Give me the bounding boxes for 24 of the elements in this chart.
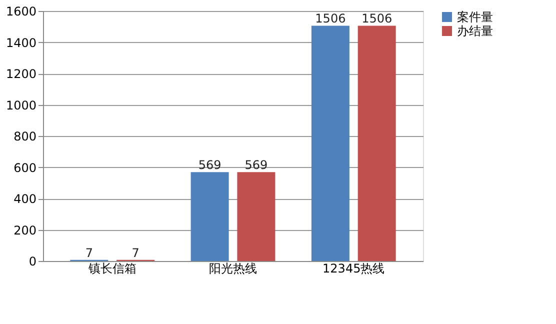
legend-label: 办结量: [457, 24, 493, 38]
y-tick-label: 1400: [6, 36, 36, 50]
data-label: 7: [85, 246, 93, 260]
data-label: 1506: [362, 12, 392, 26]
x-tick-label: 镇长信箱: [87, 262, 136, 276]
y-tick-label: 1000: [6, 98, 36, 112]
data-label: 569: [198, 158, 222, 172]
x-tick-label: 12345热线: [322, 262, 385, 276]
y-tick-label: 200: [14, 223, 36, 238]
legend-label: 案件量: [457, 10, 493, 24]
y-tick-label: 800: [14, 130, 36, 144]
x-tick-label: 阳光热线: [209, 262, 257, 276]
data-label: 7: [132, 246, 140, 260]
y-tick-label: 0: [28, 254, 36, 268]
bar: [311, 26, 350, 261]
data-label: 569: [244, 158, 268, 172]
bar: [190, 172, 229, 261]
y-tick-label: 400: [14, 192, 36, 206]
y-tick-label: 1600: [6, 4, 36, 18]
data-label: 1506: [315, 12, 346, 26]
y-tick-label: 600: [14, 160, 36, 175]
bar: [358, 26, 396, 261]
bar: [237, 172, 276, 261]
y-tick-label: 1200: [6, 67, 36, 81]
